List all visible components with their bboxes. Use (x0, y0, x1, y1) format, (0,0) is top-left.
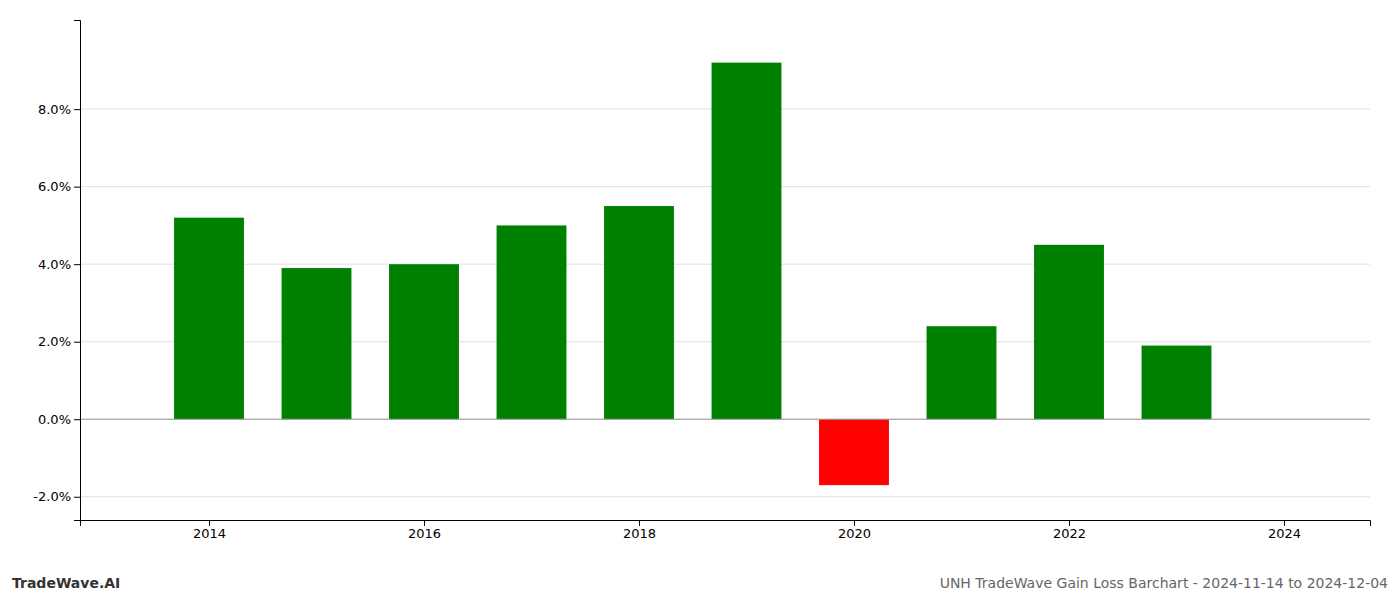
bar (497, 225, 567, 419)
tick-mark (74, 419, 80, 420)
grid-line (80, 419, 1370, 420)
tick-label: 4.0% (38, 257, 71, 272)
y-axis: -2.0% 0.0% 2.0% 4.0% 6.0% 8.0% (33, 21, 80, 521)
tick-label: 2020 (838, 526, 871, 541)
x-tick: 2018 (623, 520, 656, 541)
zero-line (80, 419, 1370, 420)
tick-mark (424, 520, 425, 526)
tick-mark (209, 520, 210, 526)
tick-mark (639, 520, 640, 526)
watermark: TradeWave.AI (12, 575, 120, 591)
bar (1142, 346, 1212, 420)
x-tick: 2020 (838, 520, 871, 541)
bar (174, 218, 244, 420)
tick-label: -2.0% (33, 489, 71, 504)
y-tick: 2.0% (38, 334, 80, 349)
chart: -2.0% 0.0% 2.0% 4.0% 6.0% 8.0% 2014 2016 2018 202… (0, 0, 1400, 600)
tick-label: 2016 (408, 526, 441, 541)
axis-line (81, 521, 1371, 527)
y-tick: 4.0% (38, 257, 80, 272)
x-axis: 2014 2016 2018 2020 2022 2024 (81, 520, 1371, 541)
bars (80, 63, 1370, 485)
x-tick: 2022 (1053, 520, 1086, 541)
bar (389, 264, 459, 419)
tick-mark (854, 520, 855, 526)
tick-label: 2.0% (38, 334, 71, 349)
x-tick: 2024 (1268, 520, 1301, 541)
tick-mark (74, 109, 80, 110)
tick-mark (1284, 520, 1285, 526)
bar (712, 63, 782, 420)
bar (1034, 245, 1104, 419)
tick-mark (74, 497, 80, 498)
y-tick: 8.0% (38, 102, 80, 117)
tick-label: 2018 (623, 526, 656, 541)
title: UNH TradeWave Gain Loss Barchart - 2024-… (940, 575, 1388, 591)
tick-label: 2022 (1053, 526, 1086, 541)
plot: -2.0% 0.0% 2.0% 4.0% 6.0% 8.0% 2014 2016 2018 202… (33, 21, 1370, 542)
tick-mark (74, 264, 80, 265)
tick-label: 0.0% (38, 412, 71, 427)
tick-label: 6.0% (38, 179, 71, 194)
tick-label: 8.0% (38, 102, 71, 117)
bar (282, 268, 352, 419)
y-tick: -2.0% (33, 489, 80, 504)
axis-line (74, 21, 81, 521)
y-tick: 6.0% (38, 179, 80, 194)
y-tick: 0.0% (38, 412, 80, 427)
tick-mark (74, 187, 80, 188)
tick-mark (74, 342, 80, 343)
bar (927, 326, 997, 419)
bar (819, 419, 889, 485)
x-tick: 2016 (408, 520, 441, 541)
x-tick: 2014 (193, 520, 226, 541)
grid-line (80, 496, 1370, 497)
tick-mark (1069, 520, 1070, 526)
bar (604, 206, 674, 419)
tick-label: 2024 (1268, 526, 1301, 541)
tick-label: 2014 (193, 526, 226, 541)
